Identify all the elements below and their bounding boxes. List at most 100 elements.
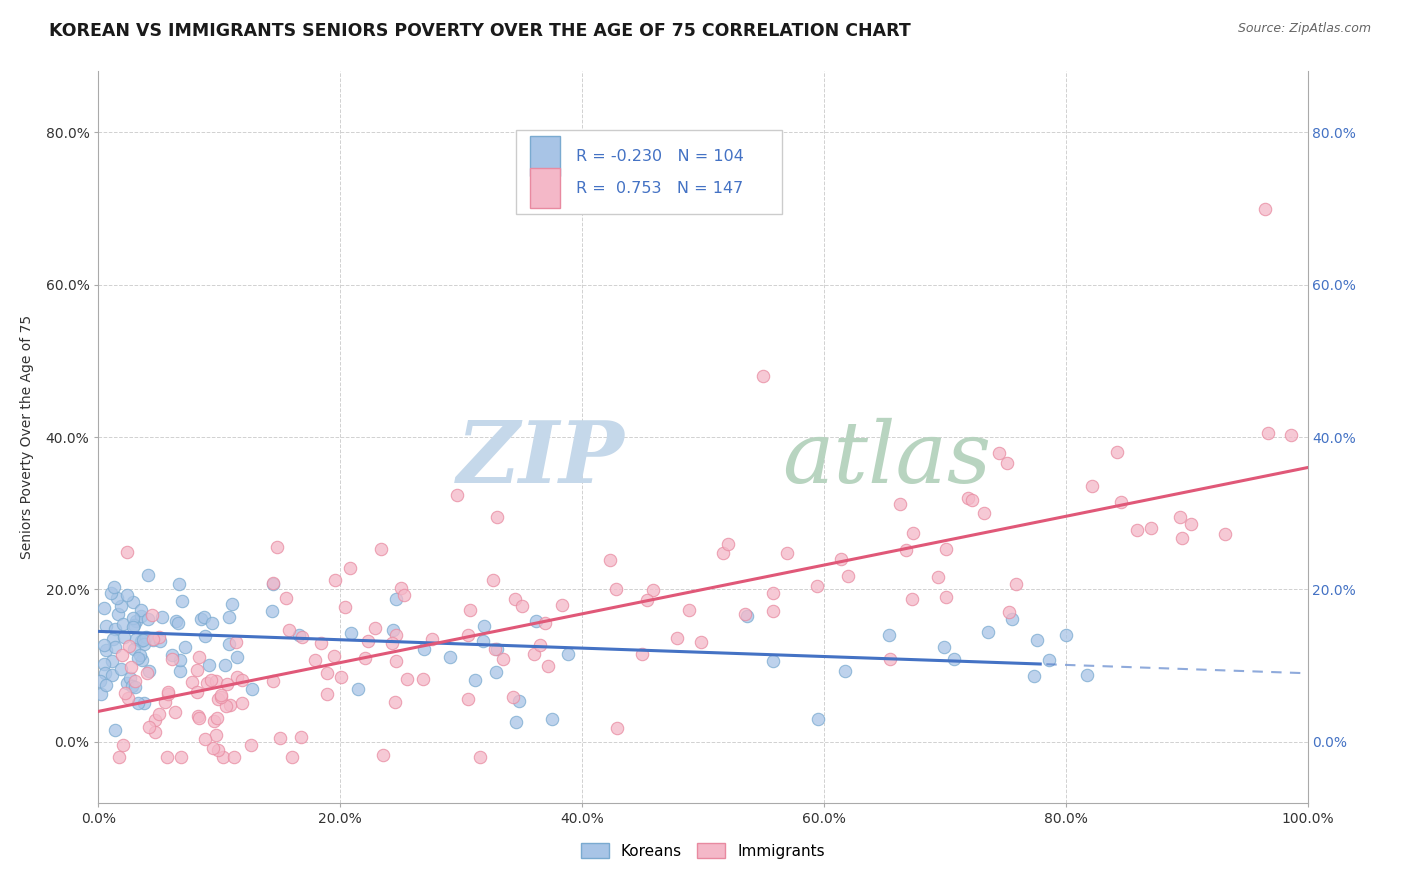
Point xyxy=(129,608,152,623)
Point xyxy=(149,633,172,648)
Point xyxy=(1171,531,1194,545)
Point xyxy=(160,652,183,666)
Point xyxy=(492,652,515,666)
Point xyxy=(505,715,527,730)
Point xyxy=(169,653,191,667)
Point xyxy=(533,616,555,631)
Point xyxy=(482,574,505,588)
Point xyxy=(96,678,118,692)
Point xyxy=(903,525,925,540)
Point xyxy=(529,638,551,652)
Point xyxy=(457,627,479,641)
Point xyxy=(1054,628,1077,642)
Point xyxy=(207,711,229,725)
Point xyxy=(170,594,193,608)
Point xyxy=(135,630,157,644)
Point xyxy=(128,648,150,662)
Point xyxy=(339,626,361,640)
Point xyxy=(304,653,326,667)
Point xyxy=(190,612,212,626)
Point xyxy=(381,636,404,650)
FancyBboxPatch shape xyxy=(530,136,561,176)
Point xyxy=(121,679,143,693)
Point xyxy=(935,591,957,605)
Point xyxy=(806,712,828,726)
Point xyxy=(209,688,232,702)
Point xyxy=(186,663,208,677)
Point xyxy=(322,649,344,664)
Point xyxy=(101,632,124,647)
Point xyxy=(204,728,226,742)
Point xyxy=(281,750,304,764)
Point xyxy=(484,641,506,656)
Point xyxy=(834,665,856,679)
Point xyxy=(541,712,564,726)
Point xyxy=(214,698,236,713)
Point xyxy=(510,599,533,613)
Point xyxy=(218,638,240,652)
Point xyxy=(678,603,700,617)
Point xyxy=(93,657,115,672)
Point xyxy=(315,687,337,701)
Point xyxy=(110,599,132,613)
Point xyxy=(115,545,138,559)
Point xyxy=(806,579,828,593)
Point xyxy=(472,619,495,633)
Point xyxy=(107,750,129,764)
Point xyxy=(1254,202,1277,216)
Point xyxy=(112,630,135,644)
Point xyxy=(269,731,291,745)
Point xyxy=(186,685,208,699)
Point xyxy=(89,674,111,689)
Text: KOREAN VS IMMIGRANTS SENIORS POVERTY OVER THE AGE OF 75 CORRELATION CHART: KOREAN VS IMMIGRANTS SENIORS POVERTY OVE… xyxy=(49,22,911,40)
Point xyxy=(160,648,183,663)
Point xyxy=(262,674,284,689)
Point xyxy=(120,659,142,673)
Point xyxy=(150,610,173,624)
Point xyxy=(136,568,159,582)
Point xyxy=(207,743,229,757)
Point xyxy=(93,639,115,653)
Text: R =  0.753   N = 147: R = 0.753 N = 147 xyxy=(576,181,744,196)
Point xyxy=(201,616,224,631)
Point xyxy=(156,687,179,701)
Point xyxy=(132,632,155,647)
Point xyxy=(485,665,508,679)
Point xyxy=(242,681,264,696)
Point xyxy=(163,705,186,719)
Point xyxy=(274,591,297,606)
Point xyxy=(385,654,408,668)
Point xyxy=(333,600,356,615)
Point xyxy=(218,698,240,712)
Point xyxy=(762,654,785,668)
Point xyxy=(364,621,387,635)
Point xyxy=(103,580,125,594)
Point xyxy=(142,633,165,648)
Point xyxy=(901,591,924,606)
Point xyxy=(121,595,143,609)
Point xyxy=(762,586,785,600)
Point xyxy=(148,630,170,644)
Point xyxy=(522,648,544,662)
Point xyxy=(392,588,415,602)
Point xyxy=(503,591,526,606)
Point xyxy=(202,740,225,755)
Point xyxy=(211,750,233,764)
Point xyxy=(412,672,434,686)
Point xyxy=(1257,425,1279,440)
Point xyxy=(101,667,124,681)
Point xyxy=(127,696,149,710)
Point xyxy=(762,604,785,618)
Point xyxy=(142,632,165,646)
Point xyxy=(167,615,190,630)
Point xyxy=(879,652,901,666)
Point xyxy=(187,709,209,723)
Point xyxy=(124,642,146,657)
Point xyxy=(218,610,240,624)
Point xyxy=(266,541,288,555)
Point xyxy=(605,582,627,597)
Point xyxy=(141,607,163,622)
Point xyxy=(129,634,152,648)
Point xyxy=(830,552,852,566)
Point xyxy=(606,721,628,735)
